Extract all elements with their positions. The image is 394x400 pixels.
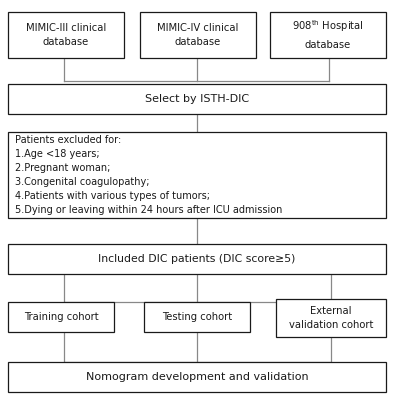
FancyBboxPatch shape bbox=[144, 302, 250, 332]
FancyBboxPatch shape bbox=[8, 302, 114, 332]
FancyBboxPatch shape bbox=[8, 132, 386, 218]
Text: MIMIC-IV clinical
database: MIMIC-IV clinical database bbox=[157, 23, 239, 47]
FancyBboxPatch shape bbox=[276, 299, 386, 337]
FancyBboxPatch shape bbox=[8, 244, 386, 274]
FancyBboxPatch shape bbox=[270, 12, 386, 58]
Text: 908$^{\mathregular{th}}$ Hospital: 908$^{\mathregular{th}}$ Hospital bbox=[292, 18, 364, 34]
Text: database: database bbox=[305, 40, 351, 50]
FancyBboxPatch shape bbox=[8, 362, 386, 392]
Text: Included DIC patients (DIC score≥5): Included DIC patients (DIC score≥5) bbox=[98, 254, 296, 264]
Text: Patients excluded for:
1.Age <18 years;
2.Pregnant woman;
3.Congenital coagulopa: Patients excluded for: 1.Age <18 years; … bbox=[15, 135, 282, 215]
FancyBboxPatch shape bbox=[8, 84, 386, 114]
Text: MIMIC-III clinical
database: MIMIC-III clinical database bbox=[26, 23, 106, 47]
Text: Select by ISTH-DIC: Select by ISTH-DIC bbox=[145, 94, 249, 104]
Text: Nomogram development and validation: Nomogram development and validation bbox=[85, 372, 309, 382]
Text: External
validation cohort: External validation cohort bbox=[289, 306, 373, 330]
FancyBboxPatch shape bbox=[8, 12, 124, 58]
Text: Testing cohort: Testing cohort bbox=[162, 312, 232, 322]
FancyBboxPatch shape bbox=[140, 12, 256, 58]
Text: Training cohort: Training cohort bbox=[24, 312, 98, 322]
